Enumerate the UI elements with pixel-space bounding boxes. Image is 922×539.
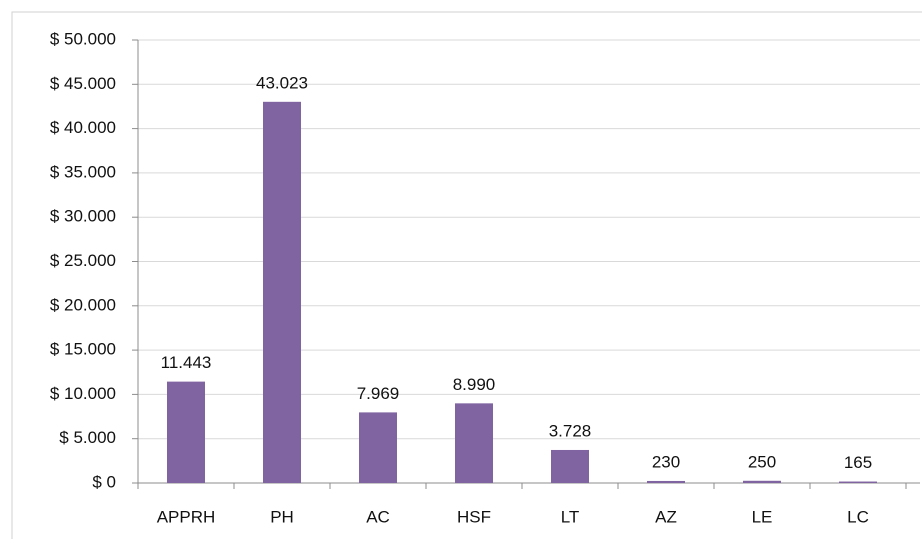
value-label: 3.728 bbox=[549, 421, 592, 440]
value-label: 7.969 bbox=[357, 384, 400, 403]
x-tick-label: LE bbox=[752, 507, 773, 526]
x-tick-label: APPRH bbox=[157, 507, 216, 526]
x-tick-label: HSF bbox=[457, 507, 491, 526]
x-tick-label: AC bbox=[366, 507, 390, 526]
y-tick-label: $ 5.000 bbox=[59, 428, 116, 447]
y-tick-label: $ 35.000 bbox=[50, 162, 116, 181]
y-tick-label: $ 10.000 bbox=[50, 384, 116, 403]
x-tick-label: PH bbox=[270, 507, 294, 526]
value-label: 250 bbox=[748, 452, 776, 471]
y-tick-label: $ 15.000 bbox=[50, 340, 116, 359]
x-tick-label: LT bbox=[561, 507, 580, 526]
value-label: 8.990 bbox=[453, 375, 496, 394]
bar bbox=[551, 449, 589, 483]
chart-border bbox=[11, 11, 922, 539]
bar bbox=[839, 481, 877, 483]
bar bbox=[263, 101, 301, 483]
bar bbox=[359, 412, 397, 483]
value-label: 230 bbox=[652, 452, 680, 471]
y-tick-label: $ 0 bbox=[92, 472, 116, 491]
bar bbox=[455, 403, 493, 483]
y-tick-label: $ 45.000 bbox=[50, 74, 116, 93]
value-label: 43.023 bbox=[256, 73, 308, 92]
bar bbox=[743, 480, 781, 483]
bar bbox=[167, 381, 205, 483]
y-tick-label: $ 25.000 bbox=[50, 251, 116, 270]
y-tick-label: $ 30.000 bbox=[50, 207, 116, 226]
value-label: 11.443 bbox=[161, 353, 212, 372]
x-tick-label: AZ bbox=[655, 507, 677, 526]
y-tick-label: $ 40.000 bbox=[50, 118, 116, 137]
y-tick-label: $ 20.000 bbox=[50, 295, 116, 314]
y-tick-label: $ 50.000 bbox=[50, 29, 116, 48]
x-tick-label: LC bbox=[847, 507, 869, 526]
bar bbox=[647, 480, 685, 483]
value-label: 165 bbox=[844, 453, 872, 472]
